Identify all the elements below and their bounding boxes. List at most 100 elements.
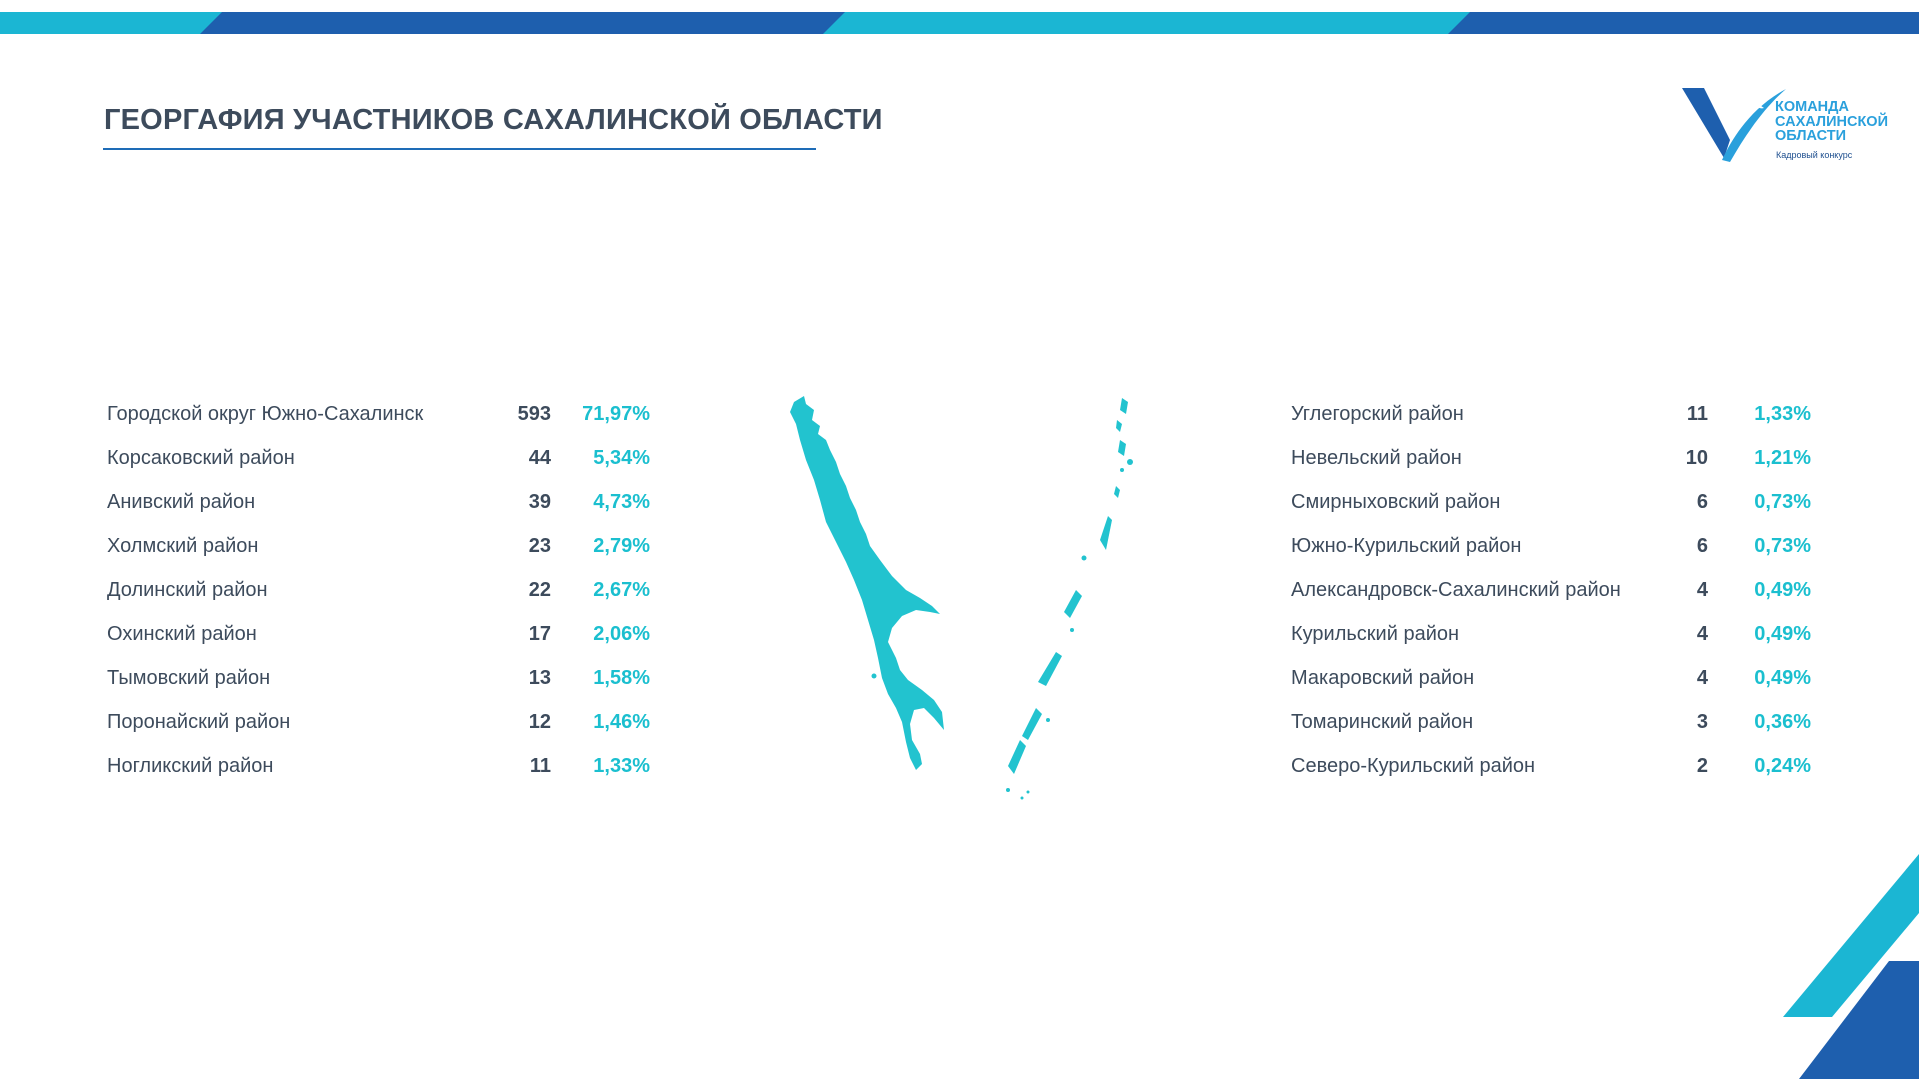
kuril-island <box>1100 516 1112 550</box>
table-row: Томаринский район 3 0,36% <box>1291 704 1811 748</box>
participant-count: 593 <box>517 403 551 425</box>
participant-count: 44 <box>528 447 551 469</box>
district-name: Макаровский район <box>1291 667 1475 689</box>
participant-count: 2 <box>1696 755 1708 777</box>
kuril-island <box>1120 398 1128 414</box>
top-decorative-stripe <box>0 12 1919 34</box>
table-row: Поронайский район 12 1,46% <box>107 704 667 748</box>
district-name: Поронайский район <box>107 711 291 733</box>
district-name: Южно-Курильский район <box>1291 535 1522 557</box>
logo-subtitle: Кадровый конкурс <box>1776 150 1853 160</box>
table-row: Корсаковский район 44 5,34% <box>107 440 667 484</box>
participant-percent: 4,73% <box>593 491 650 513</box>
participant-count: 22 <box>528 579 551 601</box>
logo-line-1: КОМАНДА <box>1775 99 1849 115</box>
participant-percent: 0,24% <box>1754 755 1811 777</box>
page-title: ГЕОРГАФИЯ УЧАСТНИКОВ САХАЛИНСКОЙ ОБЛАСТИ <box>104 104 883 136</box>
district-name: Северо-Курильский район <box>1291 755 1536 777</box>
participant-percent: 1,58% <box>593 667 650 689</box>
participant-count: 11 <box>529 755 551 777</box>
participant-percent: 0,73% <box>1754 491 1811 513</box>
kuril-island <box>1118 440 1126 456</box>
kuril-island <box>1022 708 1042 740</box>
logo-line-3: ОБЛАСТИ <box>1775 128 1847 144</box>
table-row: Городской округ Южно-Сахалинск 593 71,97% <box>107 396 667 440</box>
kuril-island <box>1020 796 1024 800</box>
left-district-table: Городской округ Южно-Сахалинск 593 71,97% … <box>107 396 667 792</box>
participant-count: 39 <box>528 491 551 513</box>
participant-percent: 0,49% <box>1754 623 1811 645</box>
logo-text: КОМАНДА САХАЛИНСКОЙ ОБЛАСТИ <box>1775 100 1888 144</box>
participant-percent: 2,79% <box>593 535 650 557</box>
table-row: Ногликский район 11 1,33% <box>107 748 667 792</box>
sakhalin-island <box>790 396 944 770</box>
kuril-island <box>1127 459 1133 465</box>
corner-decoration <box>1783 854 1919 1079</box>
participant-count: 13 <box>528 667 551 689</box>
participant-percent: 1,33% <box>593 755 650 777</box>
table-row: Южно-Курильский район 6 0,73% <box>1291 528 1811 572</box>
district-name: Смирныховский район <box>1291 491 1501 513</box>
participant-percent: 0,49% <box>1754 667 1811 689</box>
participant-percent: 1,33% <box>1754 403 1811 425</box>
participant-count: 6 <box>1696 491 1708 513</box>
logo-emblem <box>1682 88 1786 162</box>
participant-percent: 2,67% <box>593 579 650 601</box>
kuril-island <box>1116 420 1122 432</box>
kuril-island <box>1006 788 1010 792</box>
kuril-island <box>1070 628 1074 632</box>
kuril-island <box>1064 590 1082 618</box>
district-name: Томаринский район <box>1291 711 1474 733</box>
district-name: Ногликский район <box>107 755 274 777</box>
logo-line-2: САХАЛИНСКОЙ <box>1775 113 1888 130</box>
table-row: Курильский район 4 0,49% <box>1291 616 1811 660</box>
participant-percent: 0,36% <box>1754 711 1811 733</box>
participant-percent: 1,46% <box>593 711 650 733</box>
participant-percent: 0,73% <box>1754 535 1811 557</box>
district-name: Тымовский район <box>107 667 271 689</box>
kuril-island <box>1081 555 1087 561</box>
participant-percent: 2,06% <box>593 623 650 645</box>
table-row: Анивский район 39 4,73% <box>107 484 667 528</box>
participant-percent: 0,49% <box>1754 579 1811 601</box>
participant-count: 23 <box>528 535 551 557</box>
table-row: Смирныховский район 6 0,73% <box>1291 484 1811 528</box>
participant-percent: 71,97% <box>582 403 650 425</box>
participant-percent: 5,34% <box>593 447 650 469</box>
right-district-table: Углегорский район 11 1,33% Невельский райо… <box>1291 396 1811 792</box>
kuril-island <box>1114 486 1120 498</box>
district-name: Углегорский район <box>1291 403 1464 425</box>
participant-count: 4 <box>1696 579 1708 601</box>
table-row: Северо-Курильский район 2 0,24% <box>1291 748 1811 792</box>
table-row: Охинский район 17 2,06% <box>107 616 667 660</box>
participant-count: 10 <box>1685 447 1708 469</box>
district-name: Охинский район <box>107 623 257 645</box>
kuril-island <box>1026 790 1030 794</box>
table-row: Углегорский район 11 1,33% <box>1291 396 1811 440</box>
sakhalin-kuril-map <box>790 396 1133 800</box>
district-name: Долинский район <box>107 579 268 601</box>
participant-count: 11 <box>1686 403 1708 425</box>
table-row: Долинский район 22 2,67% <box>107 572 667 616</box>
table-row: Александровск-Сахалинский район 4 0,49% <box>1291 572 1811 616</box>
participant-count: 4 <box>1696 667 1708 689</box>
kuril-island <box>1008 740 1026 774</box>
title-underline <box>103 148 816 150</box>
table-row: Холмский район 23 2,79% <box>107 528 667 572</box>
kuril-island <box>1120 468 1124 472</box>
district-name: Корсаковский район <box>107 447 295 469</box>
district-name: Городской округ Южно-Сахалинск <box>107 403 424 425</box>
table-row: Макаровский район 4 0,49% <box>1291 660 1811 704</box>
kuril-island <box>1038 652 1062 686</box>
district-name: Курильский район <box>1291 623 1460 645</box>
district-name: Холмский район <box>107 535 259 557</box>
participant-count: 6 <box>1696 535 1708 557</box>
district-name: Анивский район <box>107 491 256 513</box>
table-row: Тымовский район 13 1,58% <box>107 660 667 704</box>
participant-count: 17 <box>528 623 551 645</box>
participant-count: 3 <box>1696 711 1708 733</box>
participant-count: 12 <box>528 711 551 733</box>
table-row: Невельский район 10 1,21% <box>1291 440 1811 484</box>
kuril-island <box>1046 718 1050 722</box>
participant-count: 4 <box>1696 623 1708 645</box>
